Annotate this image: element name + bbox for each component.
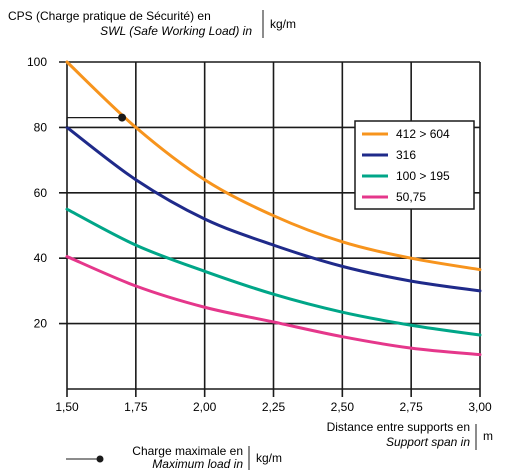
marker-label-line1: Charge maximale en bbox=[132, 444, 243, 458]
legend-box bbox=[354, 120, 475, 210]
x-axis-title-line1: Distance entre supports en bbox=[327, 420, 470, 434]
marker-dot bbox=[118, 113, 127, 122]
marker-label-line2: Maximum load in bbox=[152, 457, 243, 471]
legend: 412 > 604 316 100 > 195 50,75 bbox=[354, 120, 475, 210]
marker-layer bbox=[66, 113, 127, 128]
series-layer bbox=[65, 60, 482, 357]
series-line-0 bbox=[65, 60, 482, 272]
y-tick-label: 20 bbox=[34, 317, 48, 331]
y-axis-title-line1: CPS (Charge pratique de Sécurité) en bbox=[8, 9, 211, 23]
tick-labels: 1,50 1,75 2,00 2,25 2,50 2,75 3,00 20 40 60 80 100 bbox=[27, 55, 492, 414]
legend-label-1: 316 bbox=[396, 148, 416, 162]
marker-key-dot bbox=[96, 455, 104, 463]
x-tick-label: 2,75 bbox=[399, 400, 423, 414]
y-tick-label: 60 bbox=[34, 186, 48, 200]
y-tick-label: 100 bbox=[27, 55, 47, 69]
series-line-2 bbox=[65, 207, 482, 337]
y-tick-label: 40 bbox=[34, 251, 48, 265]
series-line-3 bbox=[65, 255, 482, 357]
x-tick-label: 2,25 bbox=[262, 400, 286, 414]
grid bbox=[59, 61, 481, 397]
x-tick-label: 2,50 bbox=[331, 400, 355, 414]
y-tick-label: 80 bbox=[34, 120, 48, 134]
x-tick-label: 3,00 bbox=[468, 400, 492, 414]
series-line-1 bbox=[65, 125, 482, 293]
y-axis-unit: kg/m bbox=[270, 17, 296, 31]
x-axis-unit: m bbox=[483, 429, 493, 443]
legend-label-3: 50,75 bbox=[396, 190, 426, 204]
y-axis-title-line2: SWL (Safe Working Load) in bbox=[100, 24, 252, 38]
legend-label-2: 100 > 195 bbox=[396, 169, 450, 183]
x-tick-label: 1,75 bbox=[124, 400, 148, 414]
marker-unit: kg/m bbox=[256, 451, 282, 465]
legend-label-0: 412 > 604 bbox=[396, 127, 450, 141]
x-tick-label: 2,00 bbox=[193, 400, 217, 414]
x-axis-title-line2: Support span in bbox=[386, 435, 470, 449]
x-tick-label: 1,50 bbox=[55, 400, 79, 414]
